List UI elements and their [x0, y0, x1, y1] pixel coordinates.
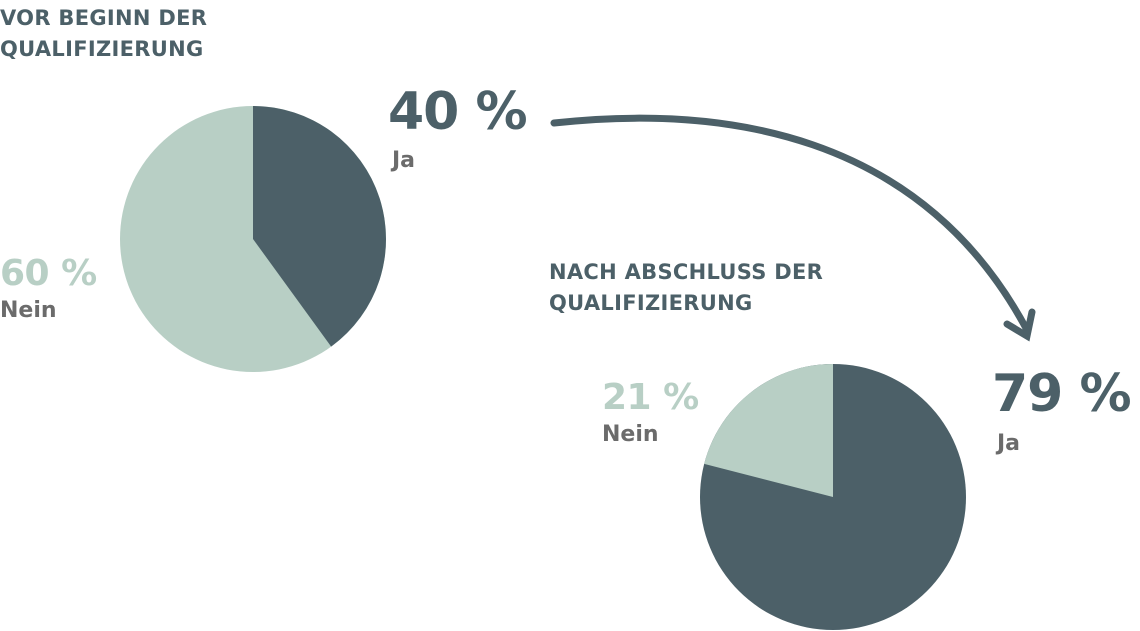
after-heading-line1: NACH ABSCHLUSS DER [549, 260, 824, 284]
before-heading-line2: QUALIFIZIERUNG [0, 37, 204, 61]
before-ja-percent: 40 % [388, 82, 528, 142]
after-heading-line2: QUALIFIZIERUNG [549, 291, 753, 315]
after-heading: NACH ABSCHLUSS DER QUALIFIZIERUNG [549, 257, 823, 319]
pie-before [120, 106, 387, 372]
pie-before-ja-slice [253, 106, 387, 347]
after-nein-label: Nein [602, 422, 659, 447]
before-heading: VOR BEGINN DER QUALIFIZIERUNG [0, 3, 207, 65]
transition-arrow-icon [550, 114, 1036, 342]
after-nein-percent: 21 % [602, 377, 699, 418]
after-ja-label: Ja [997, 431, 1021, 456]
before-nein-label: Nein [0, 298, 57, 323]
before-ja-label: Ja [392, 148, 416, 173]
pie-after-nein-slice [704, 364, 833, 497]
after-ja-percent: 79 % [992, 364, 1132, 424]
pie-after [700, 364, 966, 630]
before-nein-percent: 60 % [0, 253, 97, 294]
before-heading-line1: VOR BEGINN DER [0, 6, 208, 30]
